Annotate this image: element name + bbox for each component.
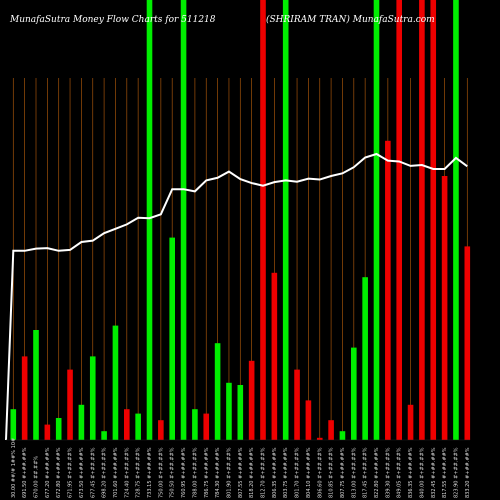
bar bbox=[67, 369, 73, 440]
bar bbox=[407, 404, 414, 440]
x-tick-label: 677.45 #+##.##% bbox=[90, 447, 96, 498]
bar bbox=[21, 356, 28, 440]
money-flow-line bbox=[5, 152, 468, 441]
bar bbox=[10, 409, 17, 440]
bar bbox=[55, 418, 62, 440]
x-tick-label: 691.50 #+##.##% bbox=[22, 447, 28, 498]
bar bbox=[237, 385, 244, 440]
x-tick-label: 788.00 #+##.##% bbox=[192, 447, 198, 498]
x-tick-label: 849.05 #+##.##% bbox=[397, 447, 403, 498]
x-tick-label: 832.45 #+##.##% bbox=[431, 447, 437, 498]
x-tick-label: 812.70 #+##.##% bbox=[261, 447, 267, 498]
bar bbox=[351, 347, 357, 440]
bar bbox=[271, 272, 278, 440]
x-tick-label: 840.00 #+##.##% bbox=[419, 447, 425, 498]
bar bbox=[124, 409, 130, 440]
x-tick-label: 817.45 #+##.##% bbox=[363, 447, 369, 498]
bar bbox=[282, 0, 289, 440]
x-tick-label: 839.30 #+##.##% bbox=[385, 447, 391, 498]
bar bbox=[112, 325, 119, 440]
chart-title: MunafaSutra Money Flow Charts for 511218 bbox=[9, 15, 216, 25]
bar bbox=[192, 409, 198, 440]
bar bbox=[203, 413, 210, 440]
bar bbox=[226, 382, 232, 440]
bar bbox=[339, 431, 346, 440]
x-tick-label: 671.95 #+##.##% bbox=[68, 447, 74, 498]
bar bbox=[89, 356, 96, 440]
bar bbox=[158, 420, 164, 440]
bar bbox=[248, 360, 255, 440]
bar bbox=[316, 437, 323, 440]
x-tick-label: 807.55 #+##.##% bbox=[238, 447, 244, 498]
bar bbox=[373, 0, 380, 440]
x-tick-label: 806.60 #+##.##% bbox=[317, 447, 323, 498]
bar bbox=[419, 0, 425, 440]
bar bbox=[180, 0, 187, 440]
x-tick-label: 672.80 #+##.##% bbox=[56, 447, 62, 498]
bar bbox=[328, 420, 334, 440]
bar bbox=[33, 330, 39, 440]
x-tick-label: 818.20 #+##.##% bbox=[249, 447, 255, 498]
x-tick-label: 813.00 #+##.##% bbox=[351, 447, 357, 498]
x-tick-label: 733.15 #+##.##% bbox=[147, 447, 153, 498]
bar bbox=[430, 0, 437, 440]
x-tick-label: 823.90 #+##.##% bbox=[453, 447, 459, 498]
x-tick-label: 750.50 #+##.##% bbox=[170, 447, 176, 498]
x-tick-labels: 30.00 ##/# 1##% 10# 691.50 #+##.##% 670.00… bbox=[11, 438, 471, 498]
bar bbox=[146, 0, 153, 440]
x-tick-label: 677.20 #+##.##% bbox=[45, 447, 51, 498]
x-tick-label: 701.60 #+##.##% bbox=[113, 447, 119, 498]
bar bbox=[101, 431, 107, 440]
bar bbox=[362, 277, 368, 440]
bar bbox=[78, 404, 85, 440]
x-tick-label: 810.85 #+##.##% bbox=[329, 447, 335, 498]
x-tick-label: 673.50 #+##.##% bbox=[79, 447, 85, 498]
x-tick-label: 833.20 #+##.##% bbox=[465, 447, 471, 498]
bar bbox=[385, 140, 391, 441]
x-tick-label: 786.75 #+##.##% bbox=[204, 447, 210, 498]
x-tick-label: 724.40 #+##.##% bbox=[124, 447, 130, 498]
x-tick-label: 803.75 #+##.##% bbox=[283, 447, 289, 498]
x-tick-label: 822.80 #+##.##% bbox=[374, 447, 380, 498]
bar bbox=[464, 246, 471, 440]
x-tick-label: 760.95 #+##.##% bbox=[181, 447, 187, 498]
x-tick-label: 836.35 #+##.##% bbox=[408, 447, 414, 498]
x-tick-label: 801.70 #+##.##% bbox=[295, 447, 301, 498]
bar bbox=[214, 343, 221, 440]
x-tick-label: 804.10 #+##.##% bbox=[306, 447, 312, 498]
bar-series bbox=[10, 0, 471, 441]
x-tick-label: 806.35 #+##.##% bbox=[272, 447, 278, 498]
bar bbox=[441, 176, 448, 440]
bar bbox=[44, 424, 51, 440]
x-tick-label: 817.55 #+##.##% bbox=[442, 447, 448, 498]
bar bbox=[294, 369, 300, 440]
x-tick-label: 750.00 #+##.##% bbox=[158, 447, 164, 498]
bar bbox=[135, 413, 141, 440]
x-tick-label: 30.00 ##/# 1##% 10# bbox=[11, 438, 17, 498]
x-tick-label: 807.75 #+##.##% bbox=[340, 447, 346, 498]
x-tick-label: 698.20 #+##.##% bbox=[102, 447, 108, 498]
x-tick-label: 784.30 #+##.##% bbox=[215, 447, 221, 498]
bar bbox=[453, 0, 459, 440]
bar bbox=[305, 400, 312, 440]
chart-title-right: (SHRIRAM TRAN) MunafaSutra.com bbox=[266, 14, 435, 25]
bar bbox=[260, 0, 266, 440]
x-tick-label: 728.75 #+##.##% bbox=[136, 447, 142, 498]
x-tick-label: 670.00 ##.##% bbox=[34, 456, 40, 498]
bar bbox=[169, 237, 175, 440]
bar bbox=[396, 0, 402, 440]
x-tick-label: 801.90 #+##.##% bbox=[226, 447, 232, 498]
